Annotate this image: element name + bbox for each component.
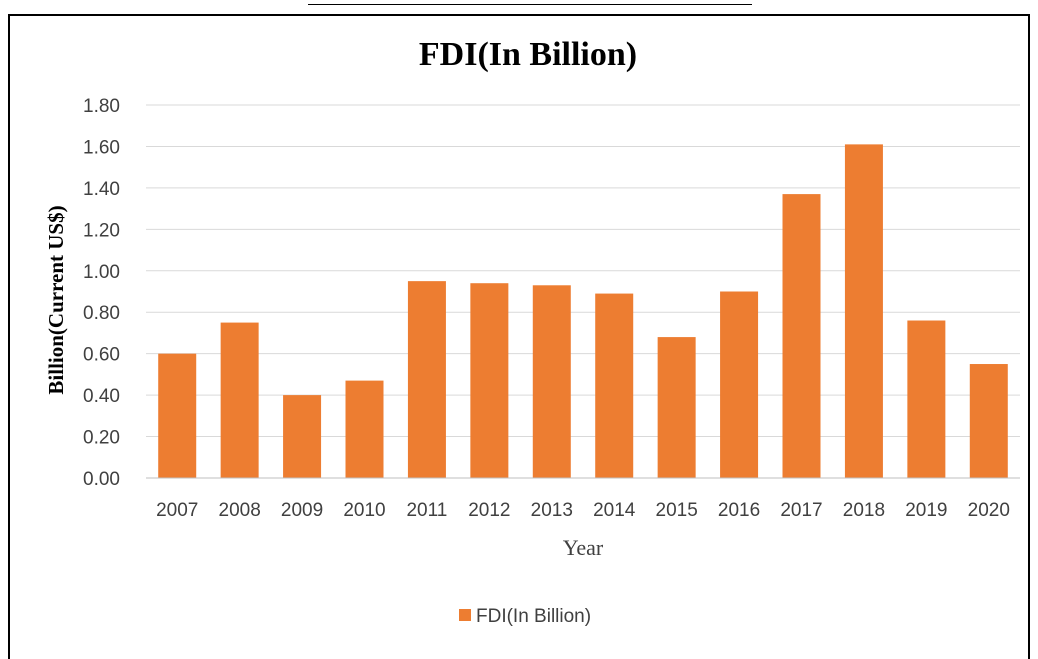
- y-tick-label: 1.80: [83, 96, 120, 117]
- x-tick-label: 2020: [968, 500, 1010, 521]
- bars: [158, 144, 1008, 478]
- x-tick-label: 2015: [656, 500, 698, 521]
- y-tick-label: 1.20: [83, 220, 120, 241]
- bar-2012: [470, 283, 509, 478]
- bar-2008: [220, 322, 259, 478]
- x-tick-label: 2014: [593, 500, 636, 521]
- gridlines: [146, 104, 1020, 438]
- x-tick-label: 2012: [468, 500, 510, 521]
- top-rule: [308, 4, 752, 5]
- x-tick-label: 2013: [531, 500, 573, 521]
- bar-2014: [595, 293, 634, 478]
- bar-2013: [532, 285, 571, 478]
- x-tick-labels: 2007 2008 2009 2010 2011 2012 2013 2014 2015 2016…: [156, 500, 1010, 521]
- bar-2017: [782, 194, 821, 478]
- x-tick-label: 2018: [843, 500, 885, 521]
- chart-title: FDI(In Billion): [419, 36, 637, 73]
- x-tick-label: 2007: [156, 500, 198, 521]
- bar-2007: [158, 353, 197, 478]
- y-tick-label: 0.20: [83, 428, 120, 449]
- y-tick-label: 1.00: [83, 262, 120, 283]
- y-axis-label: Billion(Current US$): [44, 205, 68, 394]
- y-tick-label: 0.60: [83, 345, 120, 366]
- x-tick-label: 2011: [406, 500, 447, 521]
- legend: FDI(In Billion): [459, 606, 591, 627]
- bar-2016: [720, 291, 759, 478]
- y-tick-label: 0.80: [83, 303, 120, 324]
- bar-2011: [407, 281, 446, 478]
- x-tick-label: 2009: [281, 500, 323, 521]
- bar-2010: [345, 380, 384, 478]
- legend-label: FDI(In Billion): [476, 606, 591, 627]
- bar-2019: [907, 320, 946, 478]
- y-tick-label: 1.40: [83, 179, 120, 200]
- x-tick-label: 2008: [219, 500, 261, 521]
- y-tick-label: 0.40: [83, 386, 120, 407]
- y-tick-label: 0.00: [83, 469, 120, 490]
- x-tick-label: 2019: [905, 500, 947, 521]
- legend-swatch: [459, 609, 471, 621]
- bar-2015: [657, 337, 696, 478]
- bar-2020: [969, 364, 1008, 478]
- x-axis-label: Year: [563, 535, 604, 560]
- y-tick-labels: 0.00 0.20 0.40 0.60 0.80 1.00 1.20 1.40 1.60 1.80: [83, 96, 120, 490]
- y-tick-label: 1.60: [83, 137, 120, 158]
- x-tick-label: 2010: [343, 500, 385, 521]
- bar-2009: [283, 395, 322, 478]
- bar-2018: [844, 144, 883, 478]
- x-tick-label: 2017: [780, 500, 822, 521]
- x-tick-label: 2016: [718, 500, 760, 521]
- chart-frame: [8, 14, 1030, 659]
